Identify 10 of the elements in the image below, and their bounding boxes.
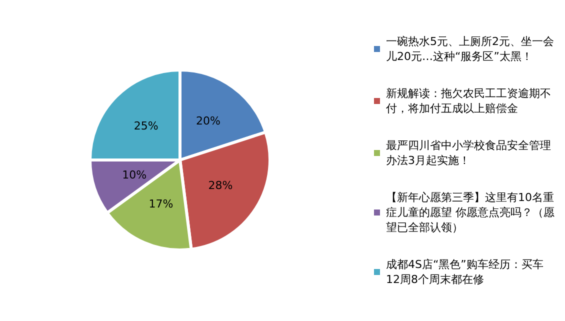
- data-label: 20%: [196, 114, 220, 128]
- data-label: 10%: [122, 168, 147, 182]
- data-label: 17%: [148, 198, 174, 211]
- legend-label: 【新年心愿第三季】这里有10名重症儿童的愿望 你愿意点亮吗？（愿望已全部认领）: [386, 191, 554, 234]
- data-label: 28%: [208, 179, 233, 192]
- legend-label: 成都4S店“黑色”购车经历：买车12周8个周末都在修: [386, 258, 544, 286]
- legend-label: 一碗热水5元、上厕所2元、坐一会儿20元…这种“服务区”太黑！: [386, 35, 554, 63]
- data-label: 25%: [134, 120, 158, 133]
- legend-label: 新规解读：拖欠农民工工资逾期不付，将加付五成以上赔偿金: [386, 87, 551, 115]
- legend-label: 最严四川省中小学校食品安全管理办法3月起实施！: [386, 139, 551, 167]
